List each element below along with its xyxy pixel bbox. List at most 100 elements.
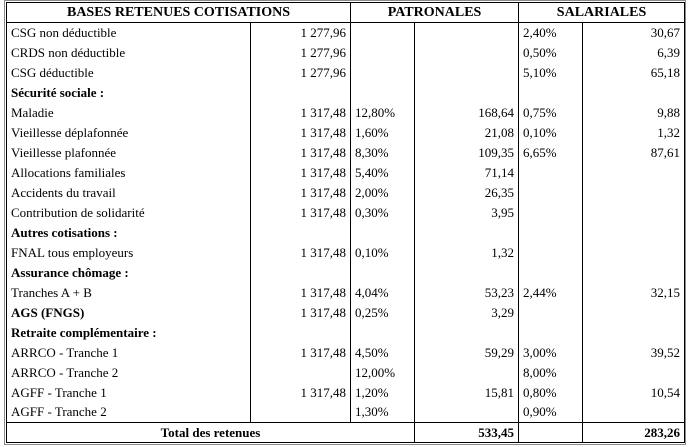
row-patronal-rate: 0,10%	[350, 242, 416, 263]
total-patronales: 533,45	[414, 422, 520, 443]
row-base	[249, 322, 352, 343]
row-patronal-rate: 2,00%	[350, 182, 416, 203]
row-patronal-rate: 0,30%	[350, 202, 416, 223]
row-salarial-amount: 39,52	[582, 342, 686, 363]
row-base	[249, 402, 352, 423]
total-row: Total des retenues 533,45 283,26	[5, 422, 686, 443]
row-salarial-rate	[518, 262, 584, 283]
row-label: Maladie	[6, 102, 251, 123]
section-header-row: Autres cotisations :	[6, 222, 686, 243]
row-salarial-rate	[518, 302, 584, 323]
contributions-table: BASES RETENUES COTISATIONS PATRONALES SA…	[5, 2, 686, 443]
row-patronal-amount	[414, 22, 520, 43]
row-base: 1 317,48	[249, 302, 352, 323]
row-patronal-amount	[414, 42, 520, 63]
row-patronal-amount	[414, 222, 520, 243]
row-patronal-amount	[414, 82, 520, 103]
row-patronal-amount: 15,81	[414, 382, 520, 403]
row-patronal-amount	[414, 402, 520, 423]
row-label: CSG non déductible	[6, 22, 251, 43]
row-label: CSG déductible	[6, 62, 251, 83]
row-salarial-amount	[582, 222, 686, 243]
row-base: 1 317,48	[249, 382, 352, 403]
table-row: CSG déductible 1 277,96 5,10% 65,18	[6, 62, 686, 83]
row-label: CRDS non déductible	[6, 42, 251, 63]
row-salarial-rate	[518, 162, 584, 183]
row-label: AGFF - Tranche 2	[6, 402, 251, 423]
row-salarial-amount	[582, 262, 686, 283]
row-salarial-amount	[582, 182, 686, 203]
row-salarial-amount: 30,67	[582, 22, 686, 43]
row-label: FNAL tous employeurs	[6, 242, 251, 263]
row-patronal-amount: 71,14	[414, 162, 520, 183]
section-header-row: Sécurité sociale :	[6, 82, 686, 103]
total-label: Total des retenues	[5, 422, 416, 443]
header-salariales: SALARIALES	[518, 2, 686, 23]
table-row: Contribution de solidarité 1 317,48 0,30% 3…	[6, 202, 686, 223]
row-base	[249, 222, 352, 243]
row-label: AGS (FNGS)	[6, 302, 251, 323]
row-patronal-amount	[414, 262, 520, 283]
row-patronal-rate	[350, 262, 416, 283]
row-base	[249, 262, 352, 283]
table-row: Allocations familiales 1 317,48 5,40% 71,14	[6, 162, 686, 183]
header-row: BASES RETENUES COTISATIONS PATRONALES SA…	[5, 2, 686, 23]
row-salarial-amount: 32,15	[582, 282, 686, 303]
row-base: 1 317,48	[249, 142, 352, 163]
row-base: 1 317,48	[249, 162, 352, 183]
table-row: AGS (FNGS) 1 317,48 0,25% 3,29	[6, 302, 686, 323]
sheet-frame	[4, 0, 686, 445]
row-salarial-amount: 9,88	[582, 102, 686, 123]
row-patronal-rate: 5,40%	[350, 162, 416, 183]
row-patronal-amount: 168,64	[414, 102, 520, 123]
row-base: 1 277,96	[249, 42, 352, 63]
row-salarial-rate: 0,50%	[518, 42, 584, 63]
row-salarial-rate	[518, 222, 584, 243]
row-label: ARRCO - Tranche 1	[6, 342, 251, 363]
row-patronal-rate	[350, 42, 416, 63]
row-label: Tranches A + B	[6, 282, 251, 303]
table-row: ARRCO - Tranche 2 12,00% 8,00%	[6, 362, 686, 383]
row-salarial-amount: 6,39	[582, 42, 686, 63]
row-patronal-amount	[414, 362, 520, 383]
row-patronal-rate: 1,20%	[350, 382, 416, 403]
row-patronal-amount: 3,29	[414, 302, 520, 323]
row-salarial-amount	[582, 202, 686, 223]
row-patronal-rate: 4,50%	[350, 342, 416, 363]
section-header-row: Assurance chômage :	[6, 262, 686, 283]
row-base: 1 317,48	[249, 122, 352, 143]
row-salarial-rate	[518, 242, 584, 263]
row-base: 1 277,96	[249, 62, 352, 83]
total-salariales: 283,26	[582, 422, 686, 443]
row-patronal-rate	[350, 222, 416, 243]
row-patronal-amount: 21,08	[414, 122, 520, 143]
row-patronal-amount: 59,29	[414, 342, 520, 363]
row-salarial-amount: 1,32	[582, 122, 686, 143]
row-salarial-amount	[582, 162, 686, 183]
row-salarial-rate: 2,40%	[518, 22, 584, 43]
row-salarial-rate: 8,00%	[518, 362, 584, 383]
row-patronal-rate: 1,60%	[350, 122, 416, 143]
row-patronal-amount	[414, 322, 520, 343]
table-row: Accidents du travail 1 317,48 2,00% 26,35	[6, 182, 686, 203]
row-patronal-amount	[414, 62, 520, 83]
row-salarial-amount: 87,61	[582, 142, 686, 163]
table-row: Maladie 1 317,48 12,80% 168,64 0,75% 9,88	[6, 102, 686, 123]
row-patronal-rate: 4,04%	[350, 282, 416, 303]
row-salarial-rate	[518, 202, 584, 223]
row-salarial-amount	[582, 402, 686, 423]
row-base: 1 317,48	[249, 342, 352, 363]
row-patronal-amount: 26,35	[414, 182, 520, 203]
row-salarial-amount	[582, 362, 686, 383]
row-label: Contribution de solidarité	[6, 202, 251, 223]
row-base: 1 317,48	[249, 202, 352, 223]
row-patronal-rate: 1,30%	[350, 402, 416, 423]
row-label: Autres cotisations :	[6, 222, 251, 243]
row-salarial-amount: 65,18	[582, 62, 686, 83]
row-label: ARRCO - Tranche 2	[6, 362, 251, 383]
row-base: 1 317,48	[249, 102, 352, 123]
row-salarial-amount	[582, 242, 686, 263]
row-patronal-rate	[350, 322, 416, 343]
row-base: 1 317,48	[249, 242, 352, 263]
